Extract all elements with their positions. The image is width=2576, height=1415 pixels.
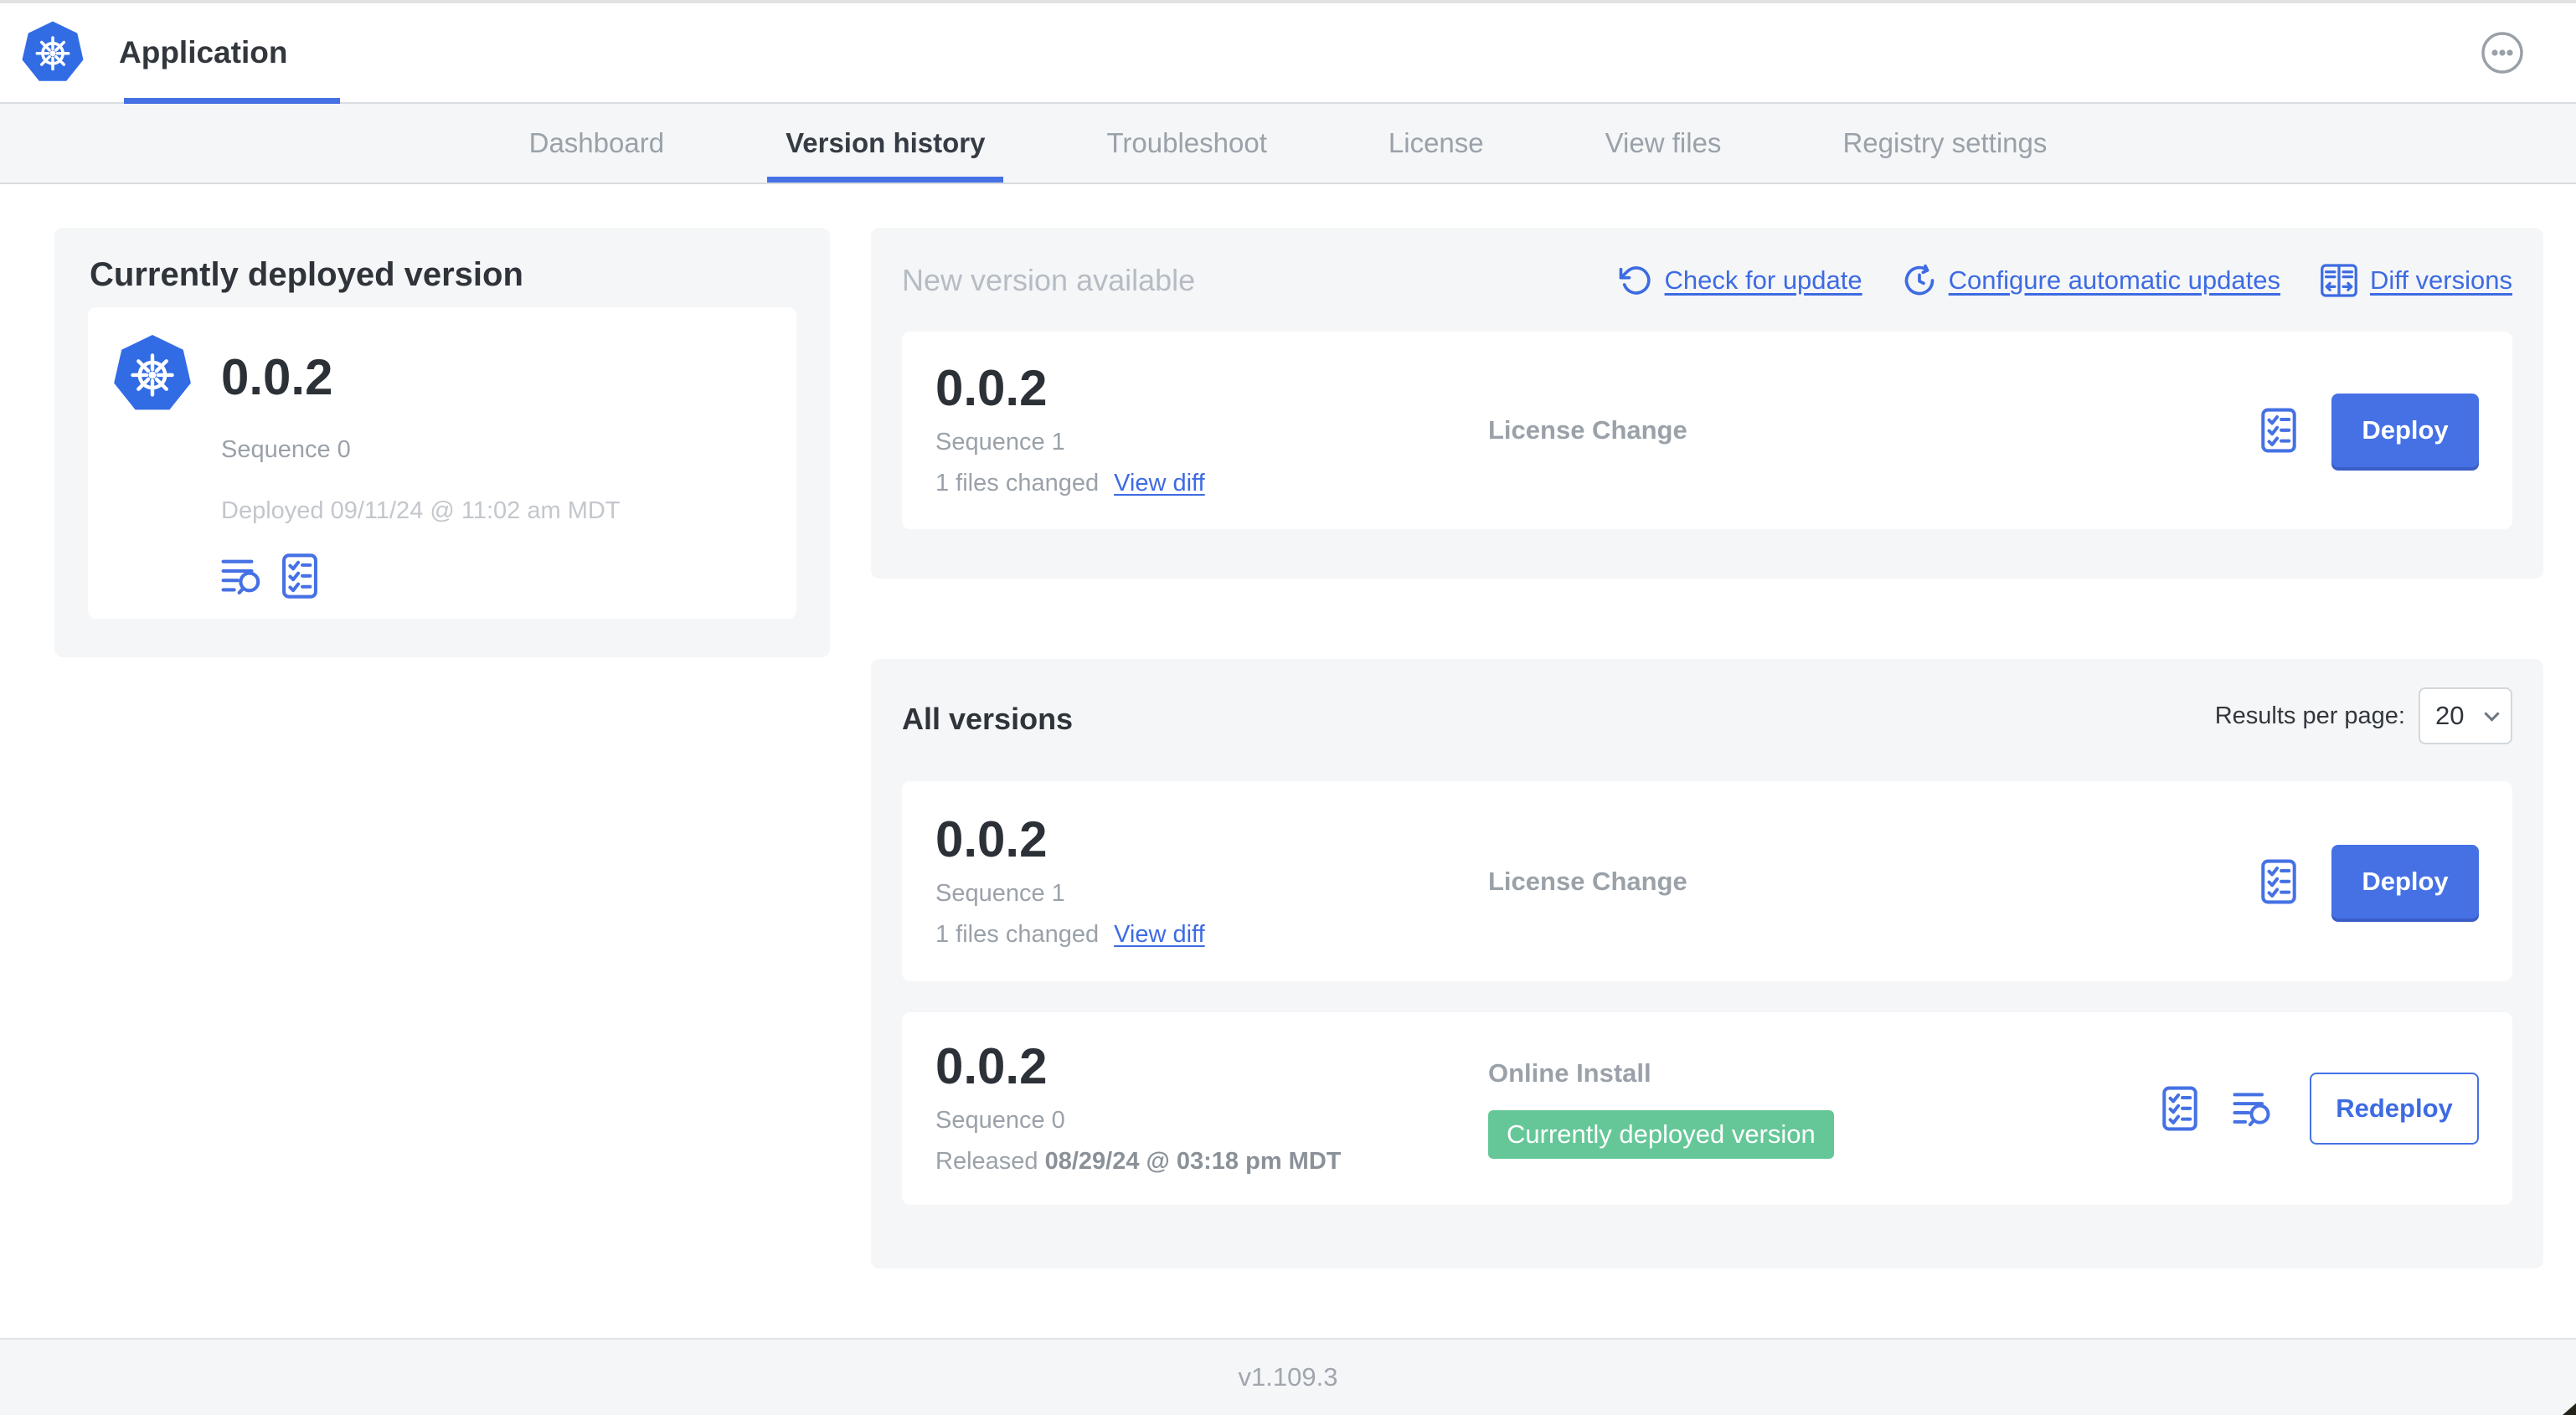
version-row: 0.0.2 Sequence 1 1 files changed View di… [902, 781, 2512, 981]
main-content: Currently deployed version [54, 228, 2543, 1268]
tab-dashboard[interactable]: Dashboard [528, 127, 665, 158]
row-actions: Deploy [2261, 394, 2479, 467]
app-title: Application [119, 35, 288, 69]
kubernetes-logo-icon [111, 332, 193, 599]
configure-automatic-updates-link[interactable]: Configure automatic updates [1903, 264, 2280, 297]
source-label: License Change [1488, 415, 1687, 445]
top-divider [0, 0, 2576, 3]
results-per-page-label: Results per page: [2214, 702, 2405, 729]
deployed-version-info: 0.0.2 Sequence 0 Deployed 09/11/24 @ 11:… [221, 332, 621, 599]
diff-versions-link[interactable]: Diff versions [2321, 264, 2512, 297]
checklist-icon [2261, 408, 2296, 453]
checklist-icon [282, 553, 317, 599]
logs-icon [2233, 1093, 2270, 1127]
preflight-checks-button[interactable] [2162, 1086, 2197, 1131]
new-version-panel: New version available Check for update [871, 228, 2543, 579]
sequence-label: Sequence 1 [935, 429, 1065, 455]
row-actions: Deploy [2261, 844, 2479, 918]
deployed-actions [221, 553, 621, 599]
redeploy-button[interactable]: Redeploy [2310, 1073, 2479, 1145]
preflight-checks-button[interactable] [2261, 408, 2296, 453]
tab-version-history[interactable]: Version history [767, 104, 1004, 183]
version-actions-links: Check for update Configure automatic upd… [1619, 264, 2512, 297]
check-for-update-link[interactable]: Check for update [1619, 264, 1862, 297]
deploy-button[interactable]: Deploy [2331, 394, 2479, 467]
view-diff-link[interactable]: View diff [1114, 470, 1205, 497]
new-version-header: New version available Check for update [902, 253, 2512, 308]
versions-column: New version available Check for update [871, 228, 2543, 1268]
checklist-icon [2261, 859, 2296, 903]
version-info: 0.0.2 Sequence 1 1 files changed View di… [935, 363, 1488, 497]
deploy-button[interactable]: Deploy [2331, 844, 2479, 918]
logs-icon [221, 559, 260, 595]
deployed-sequence-label: Sequence 0 [221, 436, 351, 463]
currently-deployed-panel: Currently deployed version [54, 228, 830, 657]
tab-registry-settings[interactable]: Registry settings [1842, 127, 2048, 158]
view-diff-link[interactable]: View diff [1114, 920, 1205, 948]
all-versions-panel: All versions Results per page: 20 0.0.2 … [871, 659, 2543, 1268]
new-version-title: New version available [902, 263, 1196, 297]
preflight-checks-button[interactable] [2261, 859, 2296, 904]
currently-deployed-card: 0.0.2 Sequence 0 Deployed 09/11/24 @ 11:… [88, 307, 796, 619]
all-versions-header: All versions Results per page: 20 [902, 687, 2512, 744]
version-number: 0.0.2 [935, 360, 1048, 416]
view-logs-button[interactable] [221, 557, 265, 595]
version-info: 0.0.2 Sequence 1 1 files changed View di… [935, 810, 1488, 949]
row-actions: Redeploy [2162, 1073, 2479, 1145]
view-logs-button[interactable] [2233, 1090, 2275, 1127]
new-version-row: 0.0.2 Sequence 1 1 files changed View di… [902, 332, 2512, 529]
diff-icon [2321, 264, 2357, 297]
version-info: 0.0.2 Sequence 0 Released 08/29/24 @ 03:… [935, 1042, 1488, 1176]
kubernetes-logo-icon [20, 19, 85, 86]
files-changed-label: 1 files changed [935, 470, 1100, 497]
refresh-icon [1619, 266, 1651, 295]
deployed-timestamp: Deployed 09/11/24 @ 11:02 am MDT [221, 497, 621, 524]
released-timestamp: Released 08/29/24 @ 03:18 pm MDT [935, 1148, 1342, 1175]
version-row: 0.0.2 Sequence 0 Released 08/29/24 @ 03:… [902, 1012, 2512, 1205]
version-source: License Change [1488, 415, 2261, 445]
results-per-page-value: 20 [2435, 701, 2465, 730]
version-number: 0.0.2 [935, 810, 1048, 867]
sequence-label: Sequence 0 [935, 1107, 1065, 1134]
checklist-icon [2162, 1086, 2197, 1131]
preflight-checks-button[interactable] [281, 553, 318, 599]
ellipsis-menu-button[interactable] [2481, 31, 2524, 75]
app-header: Application [0, 3, 2576, 104]
chevron-down-icon [2484, 705, 2500, 722]
source-label: Online Install [1488, 1058, 1651, 1088]
console-version: v1.109.3 [1238, 1362, 1338, 1392]
version-source: License Change [1488, 867, 2261, 897]
all-versions-title: All versions [902, 702, 1074, 736]
deployed-version-number: 0.0.2 [221, 349, 333, 405]
sequence-label: Sequence 1 [935, 879, 1065, 907]
tab-troubleshoot[interactable]: Troubleshoot [1106, 127, 1267, 158]
subnav-bar: Dashboard Version history Troubleshoot L… [0, 104, 2576, 184]
files-changed-label: 1 files changed [935, 920, 1100, 948]
version-number: 0.0.2 [935, 1038, 1048, 1094]
currently-deployed-badge: Currently deployed version [1488, 1110, 1834, 1159]
source-label: License Change [1488, 866, 1687, 896]
results-per-page-select[interactable]: 20 [2419, 687, 2512, 744]
currently-deployed-title: Currently deployed version [90, 256, 523, 293]
update-schedule-icon [1904, 264, 1934, 296]
version-source: Online Install Currently deployed versio… [1488, 1058, 2162, 1159]
active-app-underline [124, 98, 340, 104]
tab-license[interactable]: License [1388, 127, 1484, 158]
results-per-page: Results per page: 20 [2215, 687, 2512, 744]
ellipsis-icon [2481, 32, 2523, 74]
tab-view-files[interactable]: View files [1605, 127, 1722, 158]
console-footer: v1.109.3 [0, 1338, 2576, 1415]
